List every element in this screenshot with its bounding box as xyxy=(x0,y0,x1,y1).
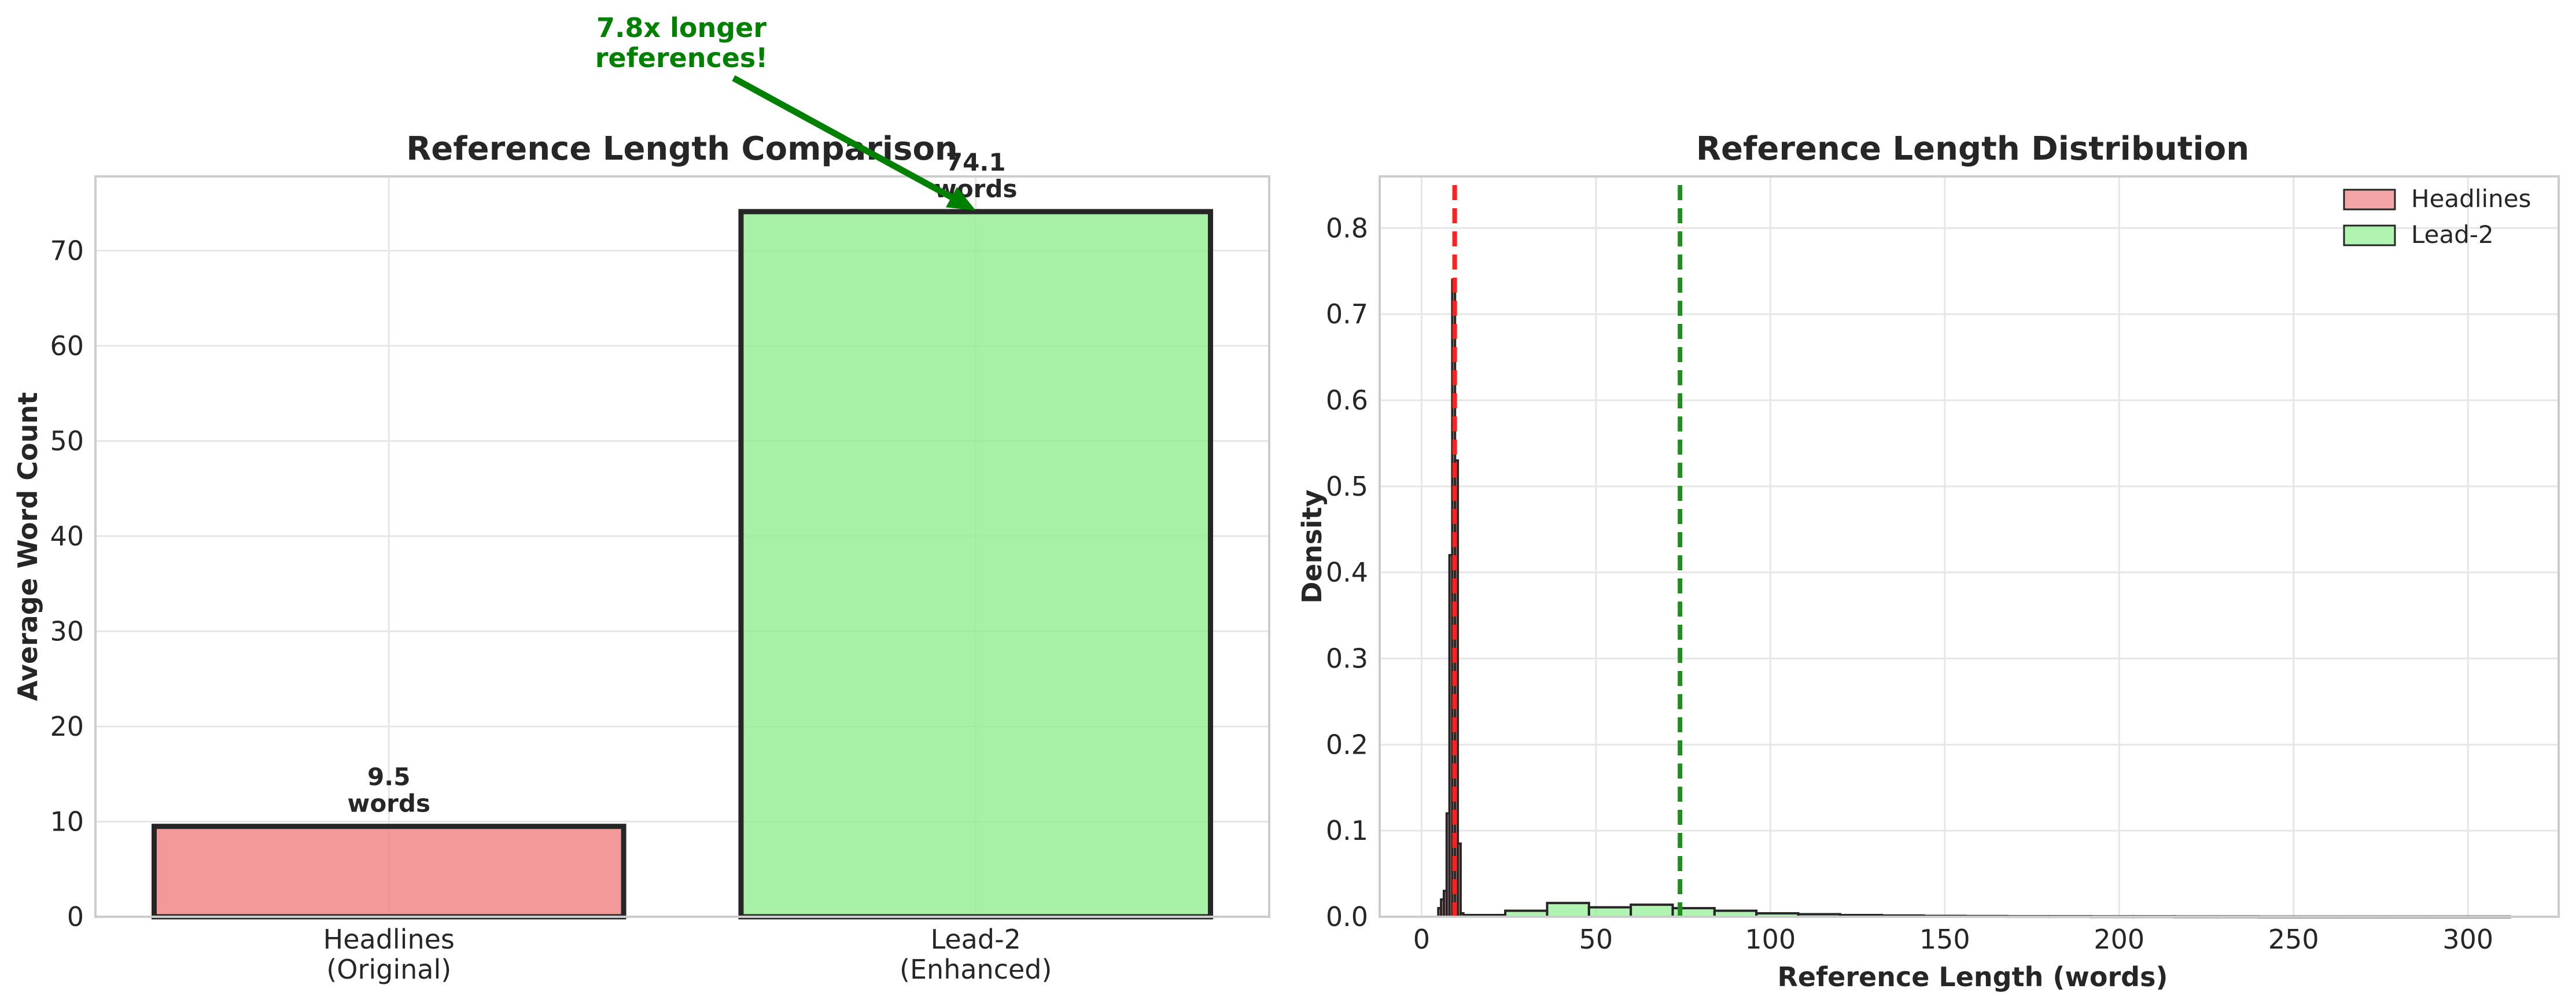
histogram-x-axis-label: Reference Length (words) xyxy=(1777,961,2168,993)
bar-chart-y-tick-label: 60 xyxy=(50,330,84,362)
bar-chart-y-tick-label: 10 xyxy=(50,806,84,837)
bar-chart-y-ticks: 0 10 20 30 40 50 60 70 xyxy=(50,235,84,932)
histogram-x-tick-label: 200 xyxy=(2094,924,2144,955)
bar-chart-annotation: 7.8x longer references! xyxy=(595,12,976,211)
histogram-y-tick-label: 0.6 xyxy=(1326,385,1368,416)
histogram-x-tick-label: 250 xyxy=(2268,924,2319,955)
bar-chart-y-tick-label: 70 xyxy=(50,235,84,266)
bar-chart-x-tick-label: Headlines (Original) xyxy=(323,924,455,985)
histogram-y-ticks: 0.0 0.1 0.2 0.3 0.4 0.5 0.6 0.7 0.8 xyxy=(1326,212,1368,932)
histogram-bar xyxy=(1630,903,1674,919)
bar-chart-title: Reference Length Comparison xyxy=(406,130,958,168)
histogram-bar xyxy=(1546,902,1590,918)
histogram-y-tick-label: 0.8 xyxy=(1326,212,1368,244)
histogram-x-tick-label: 100 xyxy=(1745,924,1796,955)
bar-chart-bars xyxy=(151,209,1214,920)
histogram-x-tick-label: 50 xyxy=(1579,924,1613,955)
histogram-x-tick-label: 300 xyxy=(2442,924,2493,955)
histogram-y-tick-label: 0.2 xyxy=(1326,729,1368,760)
histogram-y-tick-label: 0.0 xyxy=(1326,901,1368,932)
bar-chart-y-tick-label: 40 xyxy=(50,521,84,552)
bar-chart-x-ticks: Headlines (Original) Lead-2 (Enhanced) xyxy=(323,924,1052,985)
histogram-panel: 0.0 0.1 0.2 0.3 0.4 0.5 0.6 0.7 0.8 0 50 100 150 200… xyxy=(1296,130,2560,993)
histogram-mean-lines xyxy=(1452,185,1683,917)
bar-chart-x-tick-label: Lead-2 (Enhanced) xyxy=(900,924,1052,985)
histogram-y-tick-label: 0.1 xyxy=(1326,815,1368,846)
bar-chart-value-label: 9.5 words xyxy=(348,763,430,818)
histogram-y-tick-label: 0.5 xyxy=(1326,471,1368,502)
histogram-bar xyxy=(1457,842,1462,919)
histogram-legend: Headlines Lead-2 xyxy=(2343,185,2531,249)
bar-chart-y-tick-label: 0 xyxy=(67,901,84,932)
histogram-frame xyxy=(1379,175,2560,918)
histogram-y-axis-label: Density xyxy=(1296,489,1328,603)
annotation-arrow-shaft xyxy=(732,75,953,200)
bar-chart-frame xyxy=(94,175,1270,918)
histogram-gridlines xyxy=(1380,176,2559,918)
histogram-bar xyxy=(1587,906,1632,919)
histogram-y-tick-label: 0.7 xyxy=(1326,298,1368,330)
legend-label: Headlines xyxy=(2411,185,2531,213)
legend-swatch xyxy=(2343,224,2396,246)
annotation-arrow-head xyxy=(946,187,976,211)
bar-chart-y-tick-label: 30 xyxy=(50,615,84,647)
bar-chart-y-tick-label: 20 xyxy=(50,711,84,742)
histogram-y-tick-label: 0.3 xyxy=(1326,643,1368,674)
histogram-y-tick-label: 0.4 xyxy=(1326,557,1368,588)
bar-chart-bar xyxy=(151,824,627,920)
annotation-text: 7.8x longer references! xyxy=(595,12,768,73)
histogram-title: Reference Length Distribution xyxy=(1696,130,2249,168)
legend-label: Lead-2 xyxy=(2411,220,2494,249)
histogram-x-ticks: 0 50 100 150 200 250 300 xyxy=(1413,924,2493,955)
histogram-x-tick-label: 0 xyxy=(1413,924,1430,955)
bar-chart-y-axis-label: Average Word Count xyxy=(12,392,43,701)
bar-chart-bar xyxy=(738,209,1214,920)
histogram-x-tick-label: 150 xyxy=(1919,924,1970,955)
bar-chart-panel: 0 10 20 30 40 50 60 70 Headlines (Original) Lead-… xyxy=(12,12,1270,985)
bar-chart-y-tick-label: 50 xyxy=(50,425,84,456)
legend-swatch xyxy=(2343,189,2396,211)
